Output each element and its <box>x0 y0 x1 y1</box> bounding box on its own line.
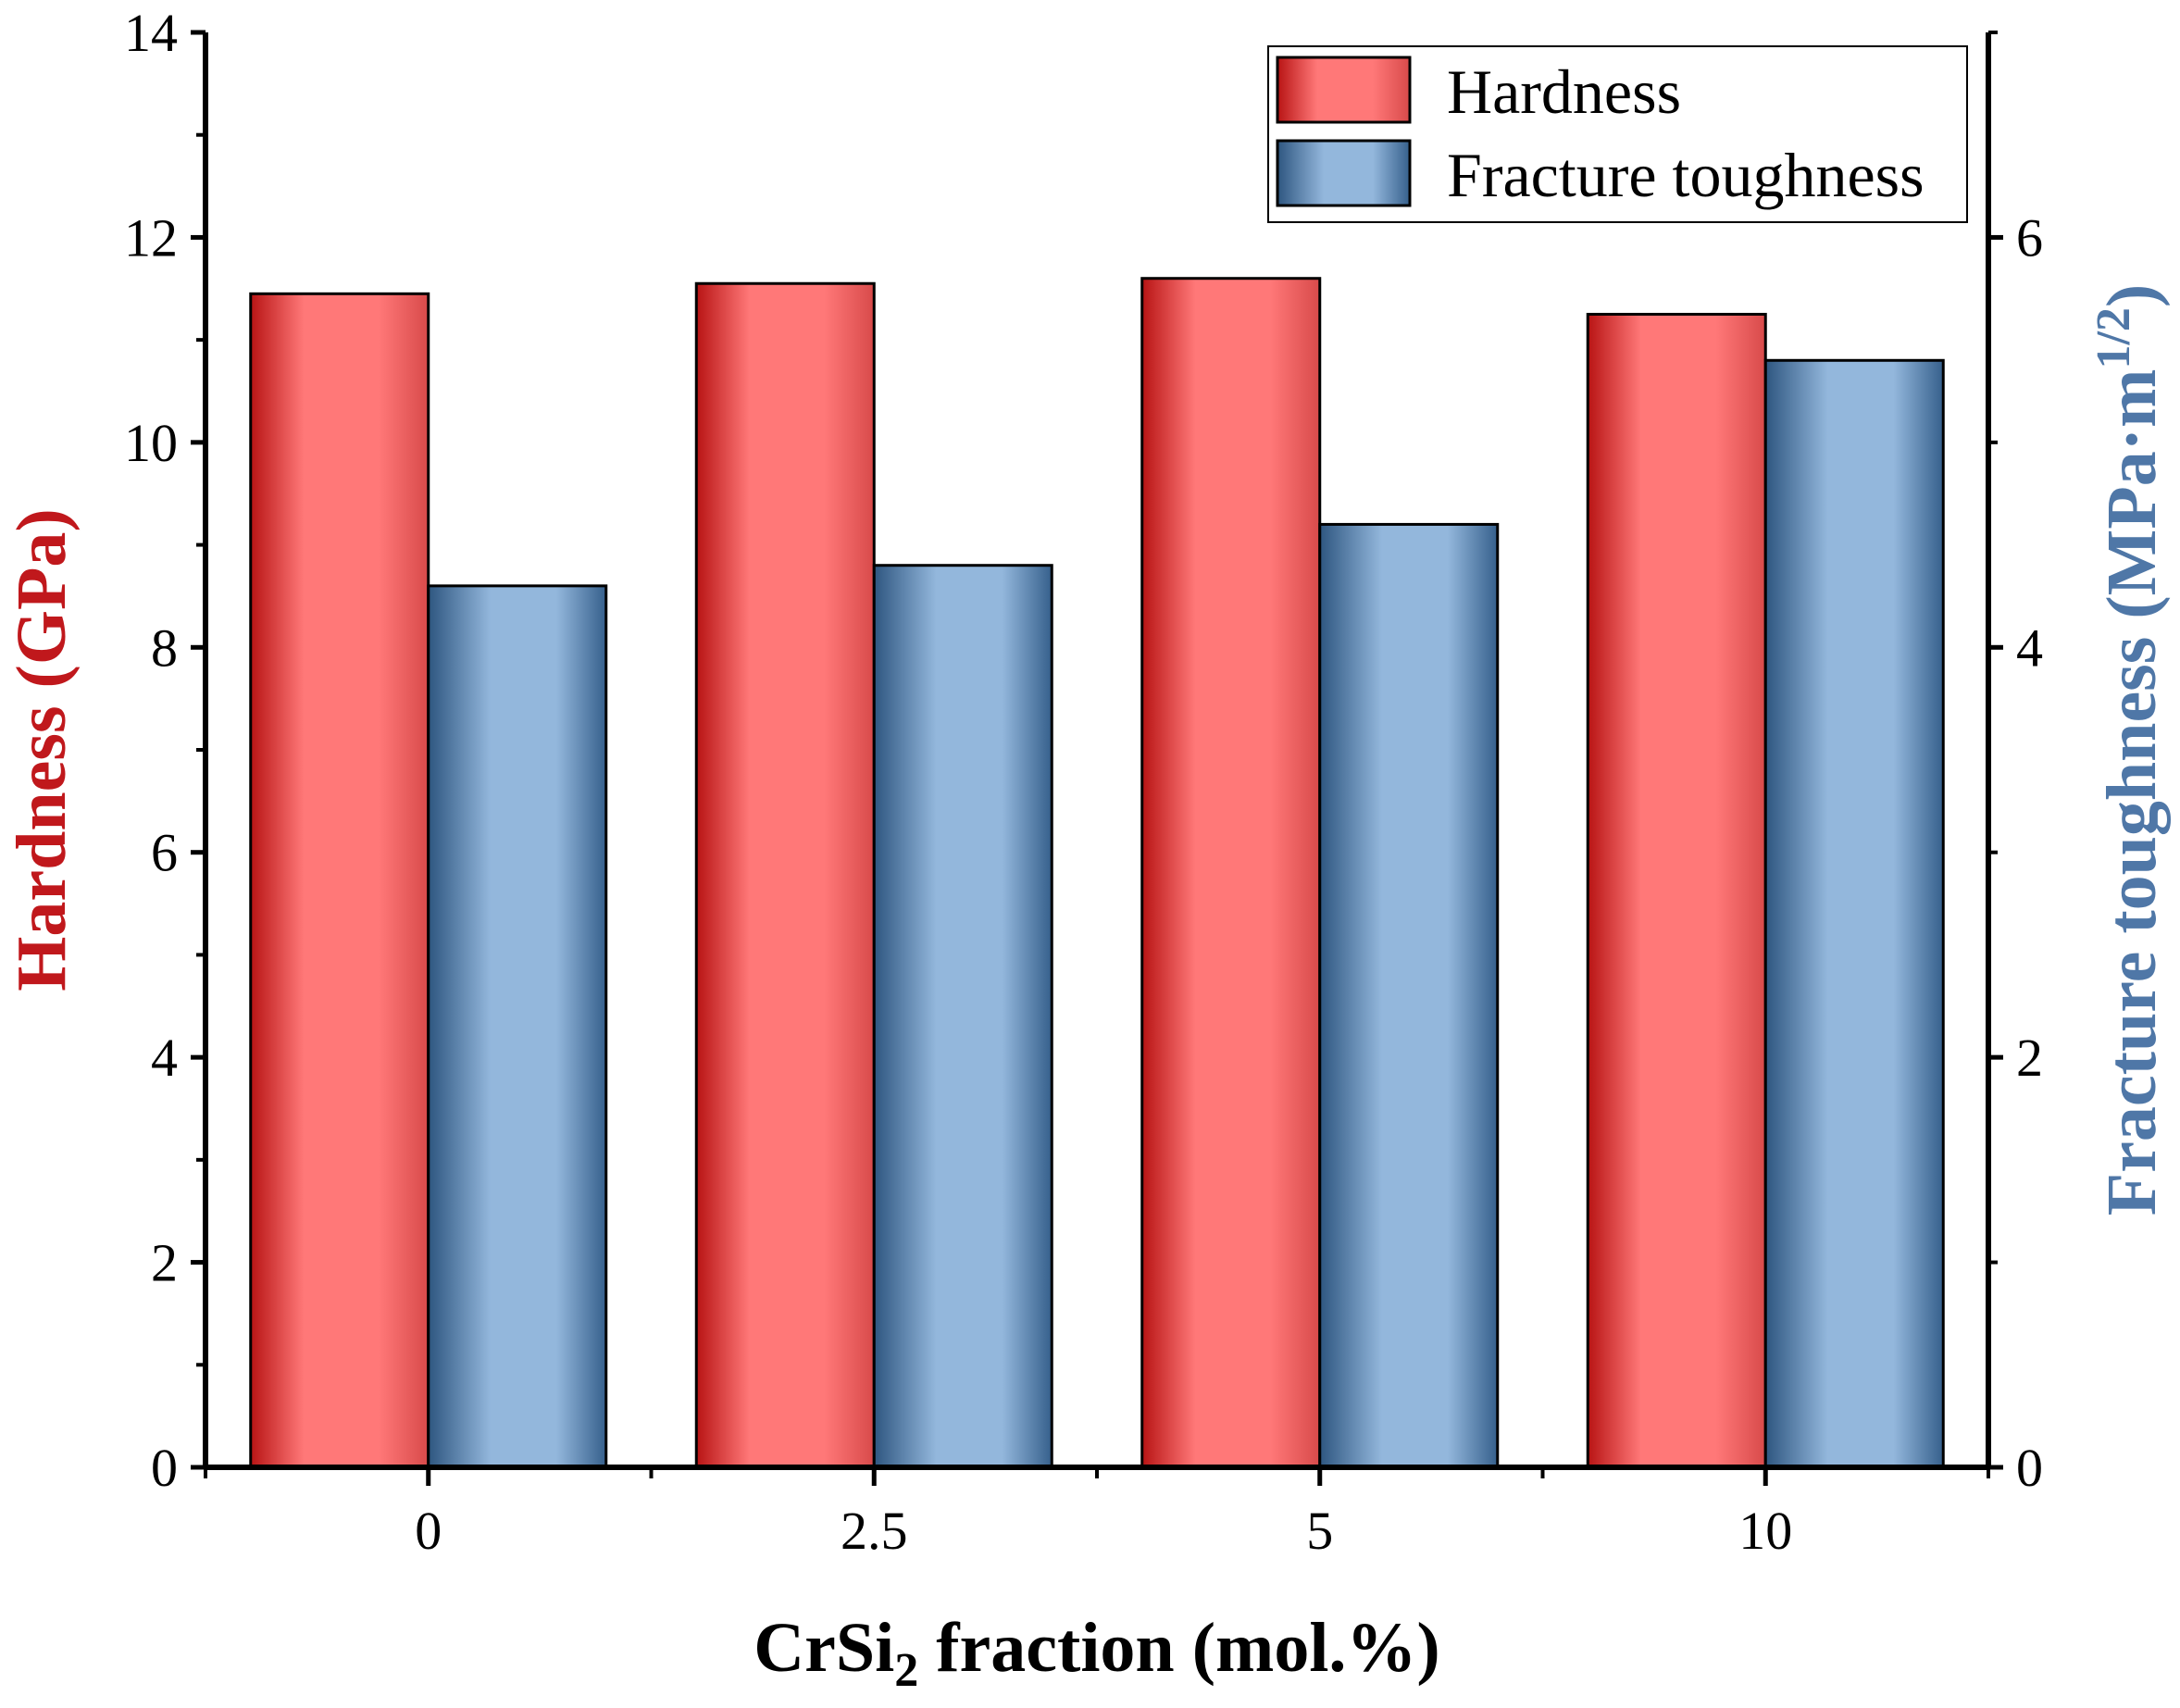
x-axis-title-main: CrSi <box>754 1609 894 1687</box>
legend-label-hardness: Hardness <box>1447 56 1681 127</box>
bar-hardness-5 <box>1140 277 1322 1469</box>
x-axis-title: CrSi2 fraction (mol.%) <box>754 1609 1440 1697</box>
bar-fracture-toughness-2-5 <box>872 564 1053 1469</box>
bar-fracture-toughness-5 <box>1318 522 1500 1469</box>
tick-labels-group: 0 2 4 6 8 10 12 14 0 2 4 6 0 2.5 5 10 <box>124 3 2043 1561</box>
x-tick-label: 10 <box>1738 1501 1792 1561</box>
y-left-tick-label: 4 <box>151 1028 178 1088</box>
bar-hardness-0 <box>249 292 430 1469</box>
y-right-tick-label: 0 <box>2016 1438 2043 1498</box>
y-right-tick-label: 6 <box>2016 207 2043 268</box>
bar-fracture-toughness-10 <box>1763 358 1945 1469</box>
y-axis-right-title-rest: ) <box>2093 284 2171 307</box>
axes-group <box>191 30 2003 1486</box>
legend-swatch-hardness <box>1276 56 1412 124</box>
y-left-tick-label: 10 <box>124 413 178 473</box>
y-axis-right-title: Fracture toughness (MPa·m1/2) <box>2087 284 2172 1216</box>
x-axis-title-subscript: 2 <box>894 1644 918 1697</box>
y-left-tick-label: 6 <box>151 823 178 883</box>
bar-hardness-2-5 <box>694 281 876 1469</box>
bar-fracture-toughness-0 <box>427 584 608 1469</box>
y-left-tick-label: 12 <box>124 207 178 268</box>
x-tick-label: 0 <box>415 1501 442 1561</box>
y-right-tick-label: 2 <box>2016 1028 2043 1088</box>
y-axis-right-title-superscript: 1/2 <box>2087 307 2140 368</box>
y-left-tick-label: 14 <box>124 3 178 63</box>
x-tick-label: 2.5 <box>841 1501 908 1561</box>
x-tick-label: 5 <box>1306 1501 1333 1561</box>
y-axis-right-title-main: Fracture toughness (MPa·m <box>2093 369 2171 1216</box>
x-axis-title-rest: fraction (mol.%) <box>918 1609 1440 1687</box>
bar-hardness-10 <box>1586 312 1767 1469</box>
legend-swatch-fracture-toughness <box>1276 139 1412 207</box>
y-left-tick-label: 8 <box>151 617 178 678</box>
y-right-tick-label: 4 <box>2016 617 2043 678</box>
y-left-tick-label: 0 <box>151 1438 178 1498</box>
y-left-tick-label: 2 <box>151 1233 178 1293</box>
y-axis-left-title: Hardness (GPa) <box>3 508 81 991</box>
bars-group <box>249 277 1945 1469</box>
legend: Hardness Fracture toughness <box>1267 45 1968 223</box>
legend-label-fracture-toughness: Fracture toughness <box>1447 140 1925 210</box>
